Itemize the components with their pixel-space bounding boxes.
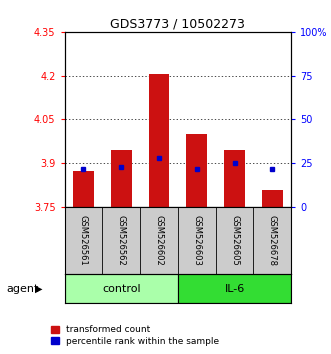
- Legend: transformed count, percentile rank within the sample: transformed count, percentile rank withi…: [51, 325, 219, 346]
- Text: GSM526561: GSM526561: [79, 215, 88, 266]
- Bar: [262, 190, 283, 207]
- Text: agent: agent: [7, 284, 39, 293]
- Text: IL-6: IL-6: [224, 284, 245, 293]
- Bar: [186, 134, 207, 207]
- Bar: [111, 150, 132, 207]
- Title: GDS3773 / 10502273: GDS3773 / 10502273: [111, 18, 245, 31]
- Bar: [65, 274, 178, 303]
- Text: GSM526678: GSM526678: [268, 215, 277, 266]
- Bar: [224, 150, 245, 207]
- Bar: [149, 74, 169, 207]
- Text: control: control: [102, 284, 141, 293]
- Text: GSM526602: GSM526602: [155, 215, 164, 266]
- Text: GSM526605: GSM526605: [230, 215, 239, 266]
- Text: GSM526603: GSM526603: [192, 215, 201, 266]
- Bar: [178, 274, 291, 303]
- Text: GSM526562: GSM526562: [117, 215, 126, 266]
- Bar: [73, 171, 94, 207]
- Text: ▶: ▶: [35, 284, 42, 293]
